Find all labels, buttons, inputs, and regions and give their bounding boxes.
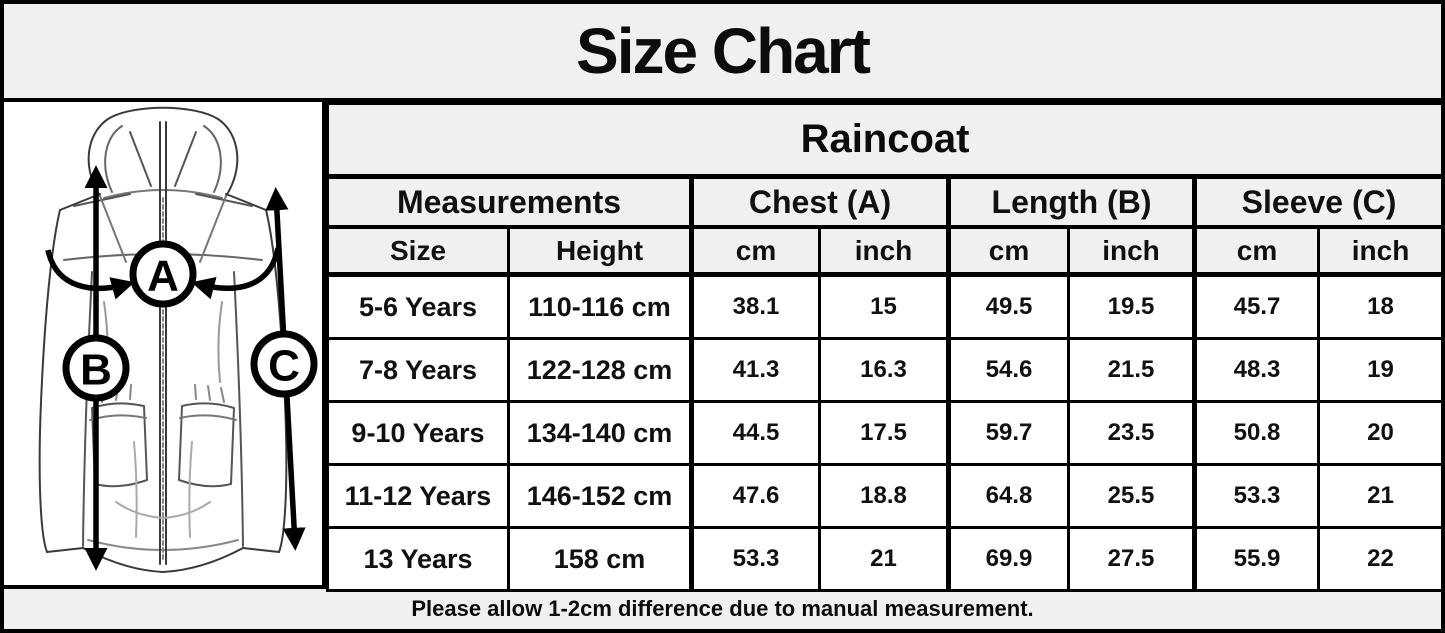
table-row: 7-8 Years 122-128 cm 41.3 16.3 54.6 21.5… (326, 337, 1441, 403)
col-header-sleeve-cm: cm (1192, 225, 1320, 277)
cell-height: 146-152 cm (507, 463, 693, 529)
cell-height: 122-128 cm (507, 337, 693, 403)
group-header-row: Measurements Chest (A) Length (B) Sleeve… (326, 175, 1441, 229)
col-header-size: Size (326, 225, 510, 277)
cell-size: 5-6 Years (326, 273, 510, 340)
product-header: Raincoat (325, 102, 1441, 179)
cell-size: 13 Years (326, 526, 510, 592)
sleeve-label: C (268, 342, 300, 391)
cell-sleeve-inch: 20 (1316, 400, 1441, 466)
cell-sleeve-inch: 19 (1316, 337, 1441, 403)
cell-height: 158 cm (507, 526, 693, 592)
cell-chest-inch: 18.8 (818, 463, 950, 529)
cell-sleeve-cm: 55.9 (1192, 526, 1320, 592)
cell-length-inch: 21.5 (1067, 337, 1196, 403)
col-header-sleeve-inch: inch (1316, 225, 1441, 277)
title-band: Size Chart (4, 4, 1441, 102)
cell-chest-inch: 15 (818, 273, 950, 340)
cell-sleeve-inch: 21 (1316, 463, 1441, 529)
col-group-chest: Chest (A) (689, 175, 950, 229)
table-row: 9-10 Years 134-140 cm 44.5 17.5 59.7 23.… (326, 400, 1441, 466)
table-row: 11-12 Years 146-152 cm 47.6 18.8 64.8 25… (326, 463, 1441, 529)
cell-height: 110-116 cm (507, 273, 693, 340)
jacket-diagram-panel: A B C (4, 102, 326, 585)
cell-sleeve-inch: 22 (1316, 526, 1441, 592)
cell-sleeve-inch: 18 (1316, 273, 1441, 340)
cell-chest-cm: 53.3 (689, 526, 821, 592)
cell-length-cm: 59.7 (946, 400, 1070, 466)
chest-measure-arrow-right (191, 247, 281, 300)
table-row: 5-6 Years 110-116 cm 38.1 15 49.5 19.5 4… (326, 273, 1441, 340)
chest-label-badge (129, 240, 197, 308)
chest-measure-arrow-left (45, 249, 135, 300)
col-group-measurements: Measurements (326, 175, 693, 229)
col-header-length-cm: cm (946, 225, 1070, 277)
cell-sleeve-cm: 45.7 (1192, 273, 1320, 340)
size-table: Raincoat Measurements Chest (A) Length (… (325, 102, 1441, 592)
sub-header-row: Size Height cm inch cm inch cm inch (326, 225, 1441, 277)
length-label: B (80, 346, 112, 395)
table-row: 13 Years 158 cm 53.3 21 69.9 27.5 55.9 2… (326, 526, 1441, 592)
col-header-length-inch: inch (1067, 225, 1196, 277)
main-area: A B C Raincoat (4, 102, 1441, 592)
cell-chest-inch: 16.3 (818, 337, 950, 403)
cell-length-cm: 54.6 (946, 337, 1070, 403)
sleeve-label-badge (250, 330, 318, 398)
cell-height: 134-140 cm (507, 400, 693, 466)
col-header-chest-cm: cm (689, 225, 821, 277)
footer-note: Please allow 1-2cm difference due to man… (411, 596, 1034, 621)
cell-chest-inch: 21 (818, 526, 950, 592)
size-table-area: Raincoat Measurements Chest (A) Length (… (325, 102, 1441, 592)
cell-size: 11-12 Years (326, 463, 510, 529)
cell-chest-cm: 38.1 (689, 273, 821, 340)
measure-label-badges: A B C (62, 240, 318, 402)
cell-length-cm: 64.8 (946, 463, 1070, 529)
cell-chest-cm: 47.6 (689, 463, 821, 529)
cell-length-inch: 23.5 (1067, 400, 1196, 466)
product-header-row: Raincoat (325, 102, 1441, 179)
cell-sleeve-cm: 50.8 (1192, 400, 1320, 466)
raincoat-illustration: A B C (38, 106, 318, 573)
chest-label: A (147, 252, 179, 301)
cell-sleeve-cm: 53.3 (1192, 463, 1320, 529)
page-title: Size Chart (576, 15, 871, 87)
cell-size: 9-10 Years (326, 400, 510, 466)
col-group-length: Length (B) (946, 175, 1196, 229)
cell-chest-cm: 41.3 (689, 337, 821, 403)
cell-length-cm: 69.9 (946, 526, 1070, 592)
col-header-height: Height (507, 225, 693, 277)
jacket-sketch (38, 106, 288, 573)
cell-length-cm: 49.5 (946, 273, 1070, 340)
cell-sleeve-cm: 48.3 (1192, 337, 1320, 403)
cell-length-inch: 25.5 (1067, 463, 1196, 529)
cell-chest-inch: 17.5 (818, 400, 950, 466)
length-label-badge (62, 334, 130, 402)
cell-chest-cm: 44.5 (689, 400, 821, 466)
col-group-sleeve: Sleeve (C) (1191, 175, 1441, 229)
cell-size: 7-8 Years (326, 337, 510, 403)
cell-length-inch: 27.5 (1067, 526, 1196, 592)
cell-length-inch: 19.5 (1067, 273, 1196, 340)
col-header-chest-inch: inch (818, 225, 950, 277)
